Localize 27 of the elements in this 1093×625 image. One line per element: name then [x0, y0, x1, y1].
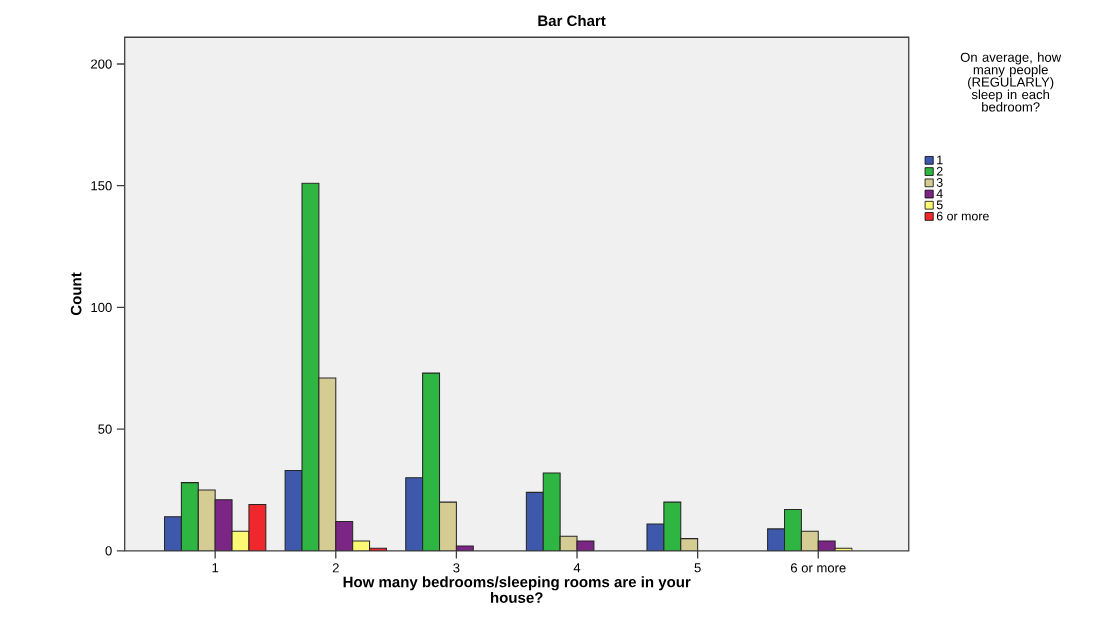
y-axis-title: Count — [70, 272, 82, 315]
y-tick-label: 0 — [105, 546, 112, 556]
y-tick-label: 150 — [91, 180, 112, 191]
x-tick-label: 3 — [453, 563, 460, 573]
y-tick-label: 50 — [98, 424, 112, 434]
x-axis-title: How many bedrooms/sleeping rooms are in your house? — [343, 576, 691, 603]
bar — [783, 508, 802, 551]
x-tick-label: 6 or more — [790, 563, 846, 573]
chart-title: Bar Chart — [538, 14, 606, 26]
x-tick-label: 1 — [212, 563, 219, 573]
legend-label: 1 — [937, 155, 943, 165]
legend-label: 6 or more — [936, 211, 989, 221]
legend-title: On average, how many people (REGULARLY) sleep in each bedroom? — [960, 52, 1062, 112]
bar — [438, 501, 457, 551]
bar — [180, 481, 199, 551]
x-tick-label: 4 — [573, 563, 581, 573]
y-tick-label: 100 — [91, 302, 112, 312]
bar — [335, 520, 354, 551]
legend-label: 2 — [936, 166, 943, 176]
x-tick-label: 2 — [332, 563, 339, 573]
y-tick-label: 200 — [91, 59, 112, 69]
legend-label: 3 — [936, 177, 943, 187]
legend-label: 4 — [936, 189, 943, 198]
x-tick-label: 5 — [694, 563, 701, 573]
bar — [197, 489, 216, 551]
legend-label: 5 — [936, 200, 943, 210]
bar — [422, 372, 441, 551]
